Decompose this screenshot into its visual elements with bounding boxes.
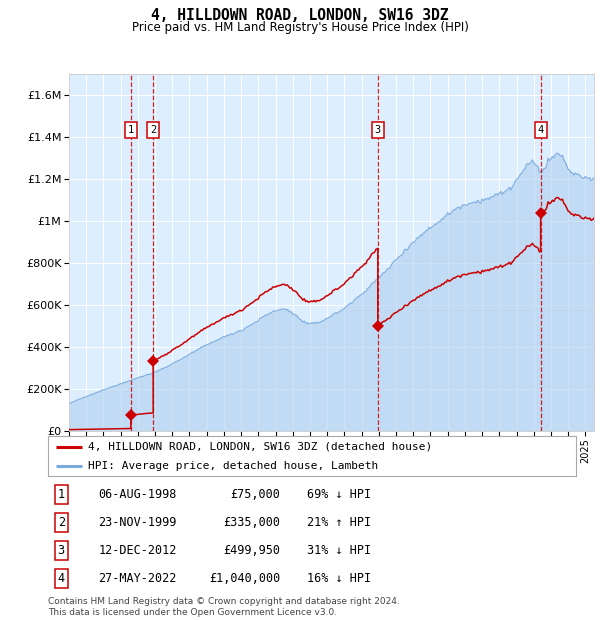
Text: 1: 1 (58, 489, 65, 502)
Text: £499,950: £499,950 (223, 544, 280, 557)
Text: 12-DEC-2012: 12-DEC-2012 (98, 544, 176, 557)
Text: 21% ↑ HPI: 21% ↑ HPI (307, 516, 371, 529)
Text: 3: 3 (374, 125, 381, 135)
Text: 69% ↓ HPI: 69% ↓ HPI (307, 489, 371, 502)
Text: 3: 3 (58, 544, 65, 557)
Text: £75,000: £75,000 (230, 489, 280, 502)
Text: £1,040,000: £1,040,000 (209, 572, 280, 585)
Text: 31% ↓ HPI: 31% ↓ HPI (307, 544, 371, 557)
Text: HPI: Average price, detached house, Lambeth: HPI: Average price, detached house, Lamb… (88, 461, 378, 471)
Text: £335,000: £335,000 (223, 516, 280, 529)
Text: 2: 2 (150, 125, 156, 135)
Text: 1: 1 (128, 125, 134, 135)
Text: 16% ↓ HPI: 16% ↓ HPI (307, 572, 371, 585)
Text: 27-MAY-2022: 27-MAY-2022 (98, 572, 176, 585)
Text: 4: 4 (538, 125, 544, 135)
Text: Price paid vs. HM Land Registry's House Price Index (HPI): Price paid vs. HM Land Registry's House … (131, 21, 469, 34)
Text: 23-NOV-1999: 23-NOV-1999 (98, 516, 176, 529)
Text: 2: 2 (58, 516, 65, 529)
Text: 4: 4 (58, 572, 65, 585)
Text: Contains HM Land Registry data © Crown copyright and database right 2024.
This d: Contains HM Land Registry data © Crown c… (48, 598, 400, 617)
Text: 06-AUG-1998: 06-AUG-1998 (98, 489, 176, 502)
Text: 4, HILLDOWN ROAD, LONDON, SW16 3DZ (detached house): 4, HILLDOWN ROAD, LONDON, SW16 3DZ (deta… (88, 441, 432, 452)
Text: 4, HILLDOWN ROAD, LONDON, SW16 3DZ: 4, HILLDOWN ROAD, LONDON, SW16 3DZ (151, 8, 449, 23)
